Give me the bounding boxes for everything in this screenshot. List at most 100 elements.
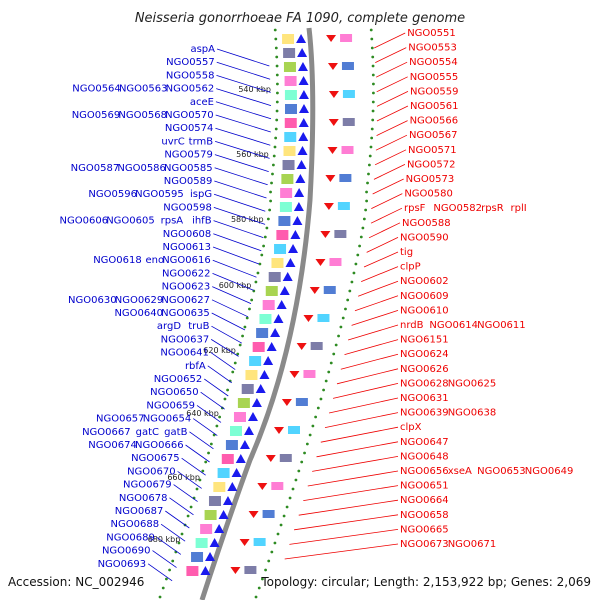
track-dot (288, 496, 292, 500)
reverse-gene-label: NGO0614 (429, 320, 478, 331)
gene-block (281, 174, 294, 184)
track-dot (305, 442, 309, 446)
track-dot (279, 523, 283, 527)
track-dot (274, 136, 278, 140)
gene-track (186, 34, 355, 576)
track-dot (354, 262, 358, 266)
forward-arrow (222, 496, 233, 505)
forward-arrow (290, 230, 301, 239)
forward-gene-label: NGO0606 (60, 216, 109, 227)
forward-arrow (288, 244, 299, 253)
forward-leader-line (185, 444, 210, 463)
forward-leader-line (177, 471, 202, 489)
reverse-gene-label: NGO0651 (400, 481, 449, 492)
track-dot (303, 451, 306, 455)
track-dot (364, 208, 368, 212)
gene-block (334, 230, 347, 238)
forward-gene-label: NGO0654 (143, 414, 192, 425)
forward-leader-line (215, 114, 271, 133)
track-dot (269, 199, 273, 203)
reverse-gene-label: rpsR (481, 203, 504, 214)
reverse-gene-label: tig (400, 247, 413, 258)
forward-leader-line (216, 75, 271, 93)
forward-gene-label: trmB (189, 136, 214, 147)
gene-block (284, 104, 297, 114)
track-dot (189, 505, 193, 509)
reverse-arrow (296, 343, 307, 350)
forward-gene-label: NGO0558 (166, 70, 215, 81)
track-dot (273, 541, 277, 545)
track-dot (370, 46, 374, 50)
track-dot (261, 577, 264, 581)
forward-gene-label: NGO0618 (93, 255, 142, 266)
gene-block (282, 34, 295, 44)
forward-gene-label: NGO0667 (82, 427, 131, 438)
reverse-gene-label: NGO0561 (410, 101, 459, 112)
track-dot (350, 280, 354, 284)
forward-gene-label: NGO0690 (102, 546, 151, 557)
reverse-gene-label: NGO0628 (400, 378, 449, 389)
forward-gene-label: NGO0595 (135, 189, 184, 200)
forward-gene-label: NGO0666 (135, 440, 184, 451)
forward-gene-label: aspA (190, 44, 215, 55)
forward-gene-label: NGO0586 (117, 163, 166, 174)
reverse-gene-label: NGO0555 (410, 72, 459, 83)
reverse-gene-label: NGO0648 (400, 451, 449, 462)
forward-gene-label: NGO0579 (164, 150, 213, 161)
track-dot (370, 37, 374, 41)
reverse-arrow (230, 567, 241, 574)
track-dot (371, 64, 375, 68)
track-dot (352, 271, 356, 275)
forward-arrow (239, 440, 250, 449)
track-dot (209, 442, 213, 446)
gene-block (337, 202, 350, 210)
forward-leader-line (214, 167, 268, 186)
track-dot (294, 478, 298, 482)
reverse-arrow (328, 119, 339, 126)
map-title: Neisseria gonorrhoeae FA 1090, complete … (135, 11, 465, 26)
track-dot (267, 559, 271, 563)
reverse-gene-label: NGO0571 (408, 145, 457, 156)
track-dot (316, 406, 320, 410)
track-dot (165, 577, 168, 581)
track-dot (180, 532, 184, 536)
forward-arrow (218, 510, 229, 519)
forward-arrow (282, 272, 293, 281)
track-dot (275, 100, 279, 104)
forward-gene-label: NGO0568 (118, 110, 167, 121)
reverse-gene-label: NGO6151 (400, 335, 449, 346)
reverse-gene-label: clpP (400, 262, 421, 273)
gene-block (217, 468, 230, 478)
forward-leader-line (213, 233, 262, 252)
track-dot (243, 325, 247, 329)
track-dot (273, 145, 277, 149)
reverse-leader-line (348, 324, 399, 341)
track-dot (332, 352, 336, 356)
reverse-gene-label: NGO0588 (402, 218, 451, 229)
reverse-leader-line (344, 339, 399, 355)
forward-gene-label: NGO0564 (72, 84, 121, 95)
track-dot (218, 415, 222, 419)
track-dot (341, 316, 345, 320)
gene-block (284, 76, 297, 86)
track-dot (346, 298, 350, 302)
forward-arrow (276, 300, 287, 309)
forward-arrow (298, 104, 309, 113)
reverse-gene-label: NGO0647 (400, 437, 449, 448)
track-dot (275, 118, 279, 122)
gene-block (225, 440, 238, 450)
forward-gene-label: eno (145, 255, 164, 266)
reverse-gene-label: NGO0554 (409, 57, 458, 68)
reverse-gene-label: NGO0624 (400, 349, 449, 360)
gene-block (249, 356, 262, 366)
gene-block (287, 426, 300, 434)
forward-leader-line (147, 563, 173, 582)
gene-block (317, 314, 330, 322)
forward-arrow (296, 160, 307, 169)
forward-gene-label: gatB (164, 427, 187, 438)
gene-block (278, 216, 291, 226)
gene-block (279, 202, 292, 212)
forward-leader-line (173, 484, 198, 502)
reverse-arrow (303, 315, 314, 322)
track-dot (370, 127, 374, 131)
